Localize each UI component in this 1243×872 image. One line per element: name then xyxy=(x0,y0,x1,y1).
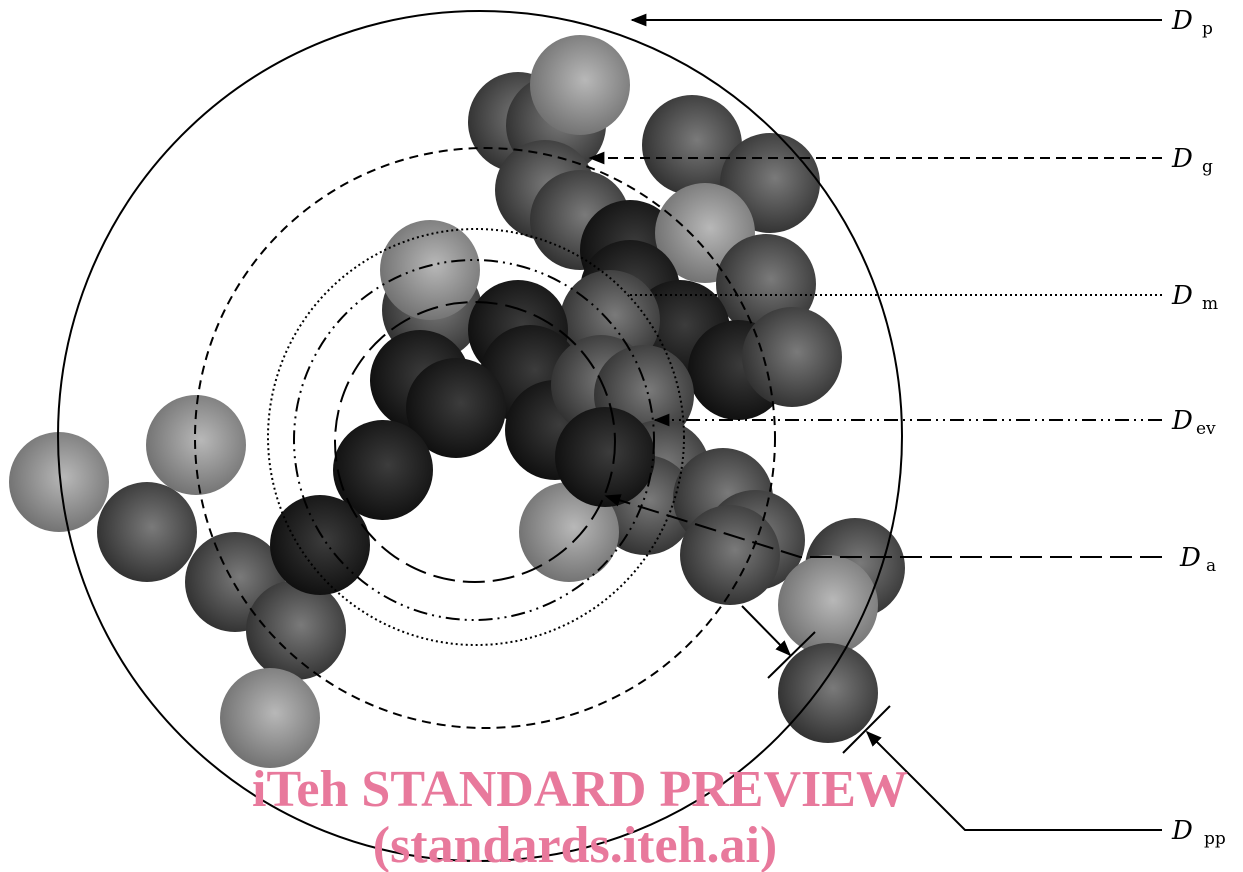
label-symbol: D xyxy=(1171,6,1193,36)
label-symbol: D xyxy=(1171,281,1193,311)
diagram: D p D g D m D ev D a D pp iTeh STANDARD … xyxy=(0,0,1243,872)
labels: D p D g D m D ev D a D pp xyxy=(1171,6,1226,849)
particle xyxy=(97,482,197,582)
label-subscript: m xyxy=(1202,294,1218,314)
label-subscript: ev xyxy=(1196,419,1216,439)
watermark: iTeh STANDARD PREVIEW xyxy=(252,761,908,818)
label-symbol: D xyxy=(1171,144,1193,174)
particle xyxy=(680,505,780,605)
leader-dpp xyxy=(867,732,1162,830)
label-symbol: D xyxy=(1179,543,1201,573)
label-subscript: a xyxy=(1206,556,1216,576)
particles xyxy=(9,35,905,768)
label-symbol: D xyxy=(1171,406,1193,436)
watermark: (standards.iteh.ai) xyxy=(373,817,777,872)
particle xyxy=(778,555,878,655)
particle xyxy=(270,495,370,595)
label-subscript: p xyxy=(1202,19,1213,39)
particle xyxy=(246,580,346,680)
label-symbol: D xyxy=(1171,816,1193,846)
particle xyxy=(530,35,630,135)
particle xyxy=(742,307,842,407)
label-subscript: pp xyxy=(1204,829,1226,849)
particle xyxy=(778,643,878,743)
particle xyxy=(380,220,480,320)
particle xyxy=(220,668,320,768)
label-subscript: g xyxy=(1202,157,1213,177)
